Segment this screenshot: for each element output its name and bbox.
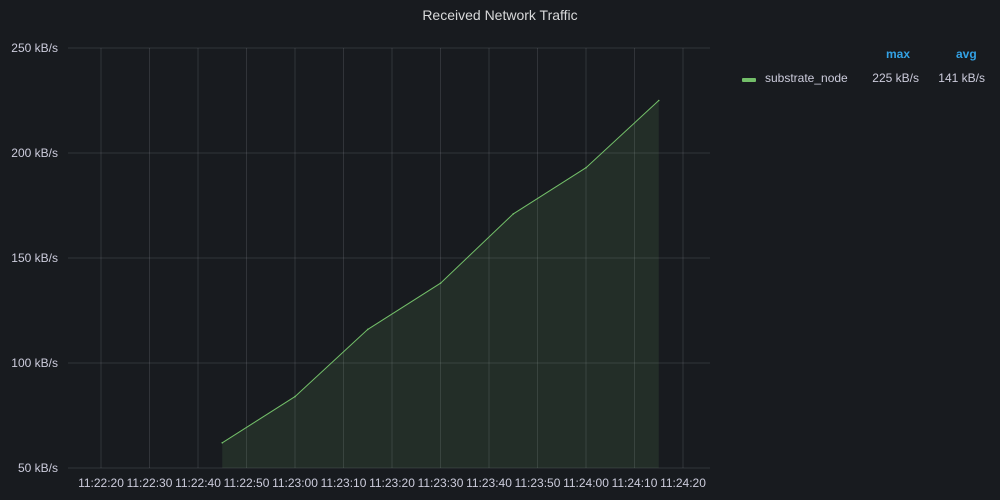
x-tick-label: 11:22:20 xyxy=(78,476,124,490)
x-tick-label: 11:22:40 xyxy=(175,476,221,490)
legend-header-max[interactable]: max xyxy=(886,47,911,61)
legend-series-name[interactable]: substrate_node xyxy=(765,71,848,85)
y-tick-label: 100 kB/s xyxy=(11,356,58,370)
y-tick-label: 200 kB/s xyxy=(11,146,58,160)
x-tick-label: 11:24:20 xyxy=(660,476,706,490)
x-tick-label: 11:24:10 xyxy=(612,476,658,490)
data-point xyxy=(585,166,587,169)
series-area-fill xyxy=(222,100,659,468)
data-point xyxy=(294,395,296,398)
legend-item[interactable]: substrate_node 225 kB/s 141 kB/s xyxy=(740,71,1000,87)
legend-header-avg[interactable]: avg xyxy=(956,47,977,61)
series-color-swatch[interactable] xyxy=(742,78,756,82)
x-tick-label: 11:22:50 xyxy=(224,476,270,490)
data-point xyxy=(366,328,369,331)
x-tick-label: 11:23:10 xyxy=(321,476,367,490)
data-point xyxy=(657,99,660,102)
x-tick-label: 11:22:30 xyxy=(127,476,173,490)
y-tick-label: 50 kB/s xyxy=(18,461,58,475)
y-tick-label: 150 kB/s xyxy=(11,251,58,265)
x-tick-label: 11:23:00 xyxy=(272,476,318,490)
x-tick-label: 11:23:50 xyxy=(515,476,561,490)
x-tick-label: 11:23:20 xyxy=(369,476,415,490)
x-tick-label: 11:24:00 xyxy=(563,476,609,490)
x-tick-label: 11:23:40 xyxy=(466,476,512,490)
panel-title[interactable]: Received Network Traffic xyxy=(422,7,578,23)
data-point xyxy=(512,213,515,215)
x-tick-label: 11:23:30 xyxy=(418,476,464,490)
y-tick-label: 250 kB/s xyxy=(11,41,58,55)
data-point xyxy=(439,282,442,285)
legend-avg-value: 141 kB/s xyxy=(938,71,985,85)
legend-max-value: 225 kB/s xyxy=(872,71,919,85)
data-point xyxy=(221,442,224,444)
